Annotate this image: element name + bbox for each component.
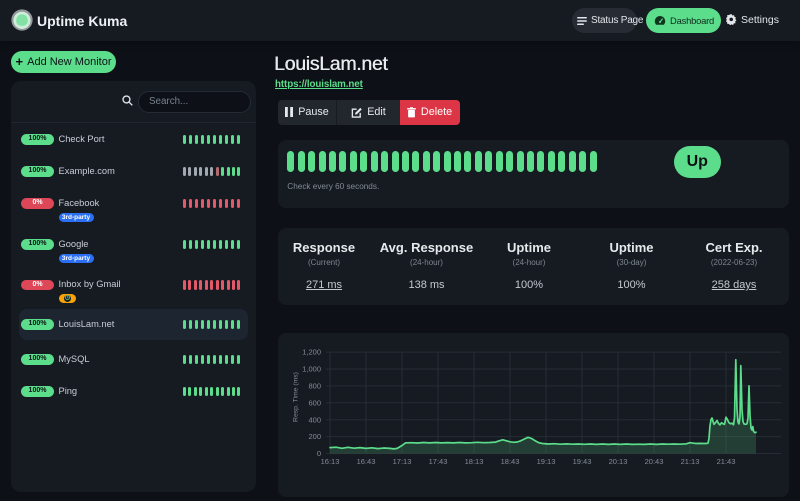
svg-text:20:43: 20:43	[645, 457, 664, 466]
svg-text:16:13: 16:13	[321, 457, 340, 466]
svg-text:200: 200	[308, 432, 321, 441]
svg-text:800: 800	[308, 382, 321, 391]
svg-text:16:43: 16:43	[357, 457, 376, 466]
svg-text:Resp. Time (ms): Resp. Time (ms)	[293, 372, 300, 422]
svg-text:17:13: 17:13	[393, 457, 412, 466]
svg-text:19:43: 19:43	[573, 457, 592, 466]
svg-text:19:13: 19:13	[537, 457, 556, 466]
svg-text:18:43: 18:43	[501, 457, 520, 466]
svg-text:400: 400	[308, 415, 321, 424]
svg-text:1,000: 1,000	[302, 365, 321, 374]
svg-text:600: 600	[308, 398, 321, 407]
svg-text:1,200: 1,200	[302, 348, 321, 357]
svg-text:21:43: 21:43	[717, 457, 736, 466]
svg-text:21:13: 21:13	[681, 457, 700, 466]
svg-text:20:13: 20:13	[609, 457, 628, 466]
svg-text:18:13: 18:13	[465, 457, 484, 466]
svg-text:0: 0	[317, 449, 321, 458]
svg-text:17:43: 17:43	[429, 457, 448, 466]
